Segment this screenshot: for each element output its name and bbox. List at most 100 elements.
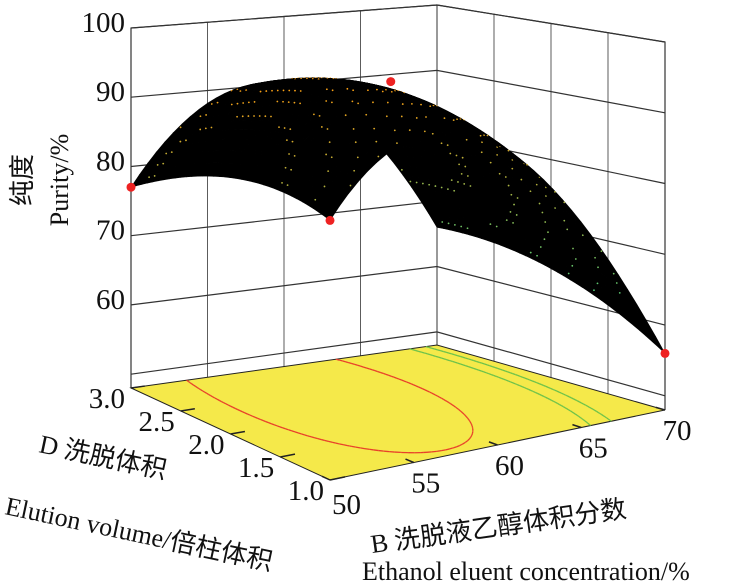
floor [129, 344, 666, 481]
contour-segment [317, 438, 322, 441]
contour-segment [446, 400, 450, 404]
contour-segment [600, 413, 602, 416]
contour-segment [459, 410, 462, 412]
surface-contour-dot [450, 179, 453, 181]
floor-contour [425, 345, 612, 422]
contour-segment [210, 395, 214, 398]
surface-contour-dot [289, 128, 292, 131]
contour-segment [271, 423, 275, 426]
surface-contour-dot [205, 114, 208, 116]
surface-contour-dot [536, 254, 538, 257]
contour-segment [547, 386, 551, 389]
surface-contour-dot [286, 184, 289, 187]
contour-segment [237, 408, 241, 412]
tick-labels: 100 90 80 70 60 50 55 60 65 70 1.0 1.5 2.0 2.5 3.0 [82, 7, 692, 521]
contour-segment [460, 410, 462, 413]
surface-contour-dot [612, 272, 615, 275]
contour-segment [462, 442, 466, 445]
surface-contour-dot [400, 168, 403, 171]
contour-segment [190, 382, 193, 385]
contour-segment [489, 365, 493, 368]
contour-segment [446, 359, 450, 362]
design-point [325, 215, 335, 225]
contour-segment [282, 427, 286, 430]
contour-segment [454, 361, 458, 364]
contour-segment [449, 402, 451, 405]
contour-segment [451, 353, 455, 356]
surface-contour-dot [600, 250, 603, 253]
contour-segment [412, 349, 416, 352]
surface-contour-dot [593, 289, 595, 292]
contour-segment [187, 380, 191, 384]
x-tick-label: 60 [495, 450, 524, 482]
contour-segment [519, 385, 523, 388]
contour-segment [401, 379, 405, 382]
surface-contour-dot [204, 127, 207, 130]
contour-segment [429, 354, 434, 357]
contour-segment [383, 372, 387, 375]
surface-contour-dot [265, 90, 268, 92]
z-tick-label: 100 [82, 7, 126, 39]
contour-segment [470, 359, 475, 362]
contour-segment [499, 368, 503, 371]
x-tick-mark [405, 458, 415, 464]
contour-segment [262, 419, 267, 423]
contour-segment [415, 385, 419, 388]
contour-segment [534, 381, 537, 384]
contour-segment [592, 408, 595, 411]
surface-contour-dot [325, 88, 328, 91]
z-tick-label: 80 [96, 145, 125, 177]
contour-segment [193, 384, 196, 387]
surface-contour-dot [179, 140, 182, 143]
z-tick-label: 70 [96, 215, 125, 247]
contour-segment [508, 380, 511, 383]
surface-contour-dot [400, 115, 403, 118]
contour-segment [458, 408, 461, 412]
contour-segment [276, 425, 281, 428]
contour-segment [415, 349, 419, 352]
surface-contour-dot [353, 169, 356, 172]
contour-segment [560, 392, 564, 395]
surface-contour-dot [507, 184, 510, 187]
contour-segment [515, 383, 518, 386]
surface-contour-dot [597, 266, 599, 269]
contour-segment [530, 389, 533, 392]
surface-contour-dot [463, 183, 466, 185]
surface-contour-dot [293, 101, 296, 104]
contour-segment [541, 394, 544, 397]
contour-segment [373, 449, 379, 452]
contour-segment [468, 438, 471, 440]
contour-segment [512, 382, 516, 385]
contour-segment [285, 428, 289, 431]
contour-segment [468, 358, 472, 361]
contour-segment [354, 363, 358, 366]
surface-contour-dot [376, 88, 378, 91]
surface-contour-dot [509, 211, 512, 213]
z-axis-title-en: Purity/% [45, 134, 74, 226]
surface-contour-dot [390, 90, 393, 93]
y-tick-mark [280, 453, 296, 458]
surface-contour-dot [236, 115, 238, 118]
x-tick-mark [572, 423, 582, 429]
contour-segment [465, 357, 469, 360]
contour-segment [254, 416, 258, 419]
surface-contour-dot [287, 101, 290, 104]
contour-segment [466, 439, 469, 442]
contour-segment [479, 361, 483, 364]
contour-segment [494, 366, 498, 369]
contour-segment [555, 401, 558, 405]
contour-segment [445, 351, 450, 354]
contour-segment [338, 359, 343, 362]
surface-contour-dot [460, 172, 463, 175]
contour-segment [214, 397, 218, 400]
response-surface [130, 77, 666, 354]
surface-contour-dot [170, 151, 173, 154]
contour-segment [470, 435, 473, 437]
contour-segment [532, 390, 536, 394]
surface-contour-dot [253, 101, 256, 103]
contour-segment [452, 360, 456, 363]
surface-contour-dot [516, 197, 519, 199]
contour-segment [273, 424, 278, 427]
x-axis-title-cn: B 洗脱液乙醇体积分数 [369, 494, 628, 559]
contour-segment [455, 406, 458, 409]
